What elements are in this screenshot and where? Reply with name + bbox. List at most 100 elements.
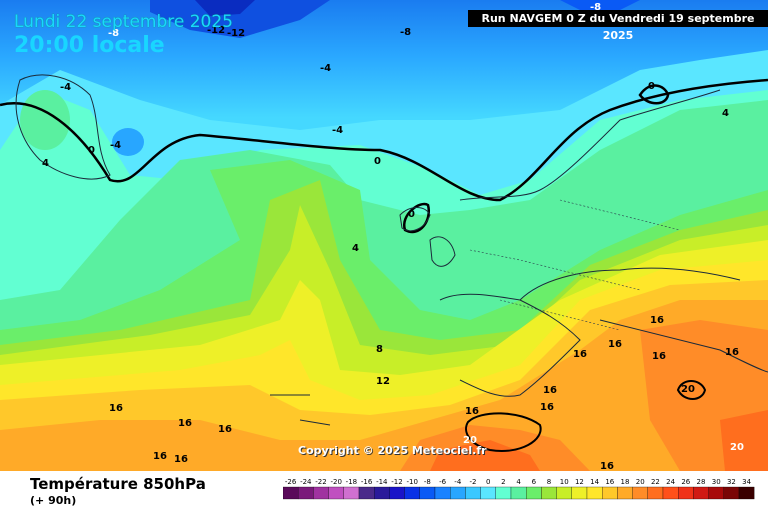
scale-swatch	[404, 486, 420, 500]
map-label: 0	[88, 145, 95, 156]
scale-tick-label: 30	[712, 478, 721, 486]
scale-swatch	[526, 486, 542, 500]
map-label: -8	[108, 28, 119, 39]
coastlines	[15, 74, 768, 426]
map-label: -4	[110, 140, 121, 151]
scale-tick-label: -8	[424, 478, 431, 486]
scale-swatch	[723, 486, 740, 500]
scale-swatch	[389, 486, 405, 500]
map-label: -12	[207, 25, 225, 36]
cold-cell-greenland	[112, 128, 144, 156]
scale-tick-label: -4	[454, 478, 462, 486]
map-label: -8	[400, 27, 411, 38]
scale-swatch	[510, 486, 527, 500]
scale-tick-label: 6	[532, 478, 537, 486]
scale-swatch	[495, 486, 512, 500]
map-label: 16	[600, 461, 614, 471]
scale-swatch	[647, 486, 664, 500]
scale-swatch	[283, 486, 299, 500]
scale-swatch	[662, 486, 679, 500]
scale-swatch	[358, 486, 375, 500]
cold-top-right	[560, 0, 640, 10]
scale-tick-label: -16	[361, 478, 373, 486]
scale-swatch	[602, 486, 618, 500]
map-label: 4	[722, 108, 729, 119]
scale-swatch	[298, 486, 314, 500]
scale-tick-label: 16	[605, 478, 614, 486]
map-label: 16	[608, 339, 622, 350]
scale-swatch	[556, 486, 572, 500]
map-label: 16	[218, 424, 232, 435]
scale-swatch	[617, 486, 633, 500]
scale-tick-label: -20	[330, 478, 341, 486]
copyright-text: Copyright © 2025 Meteociel.fr	[298, 444, 487, 457]
zone-22b	[720, 410, 768, 471]
map-label: 20	[681, 384, 695, 395]
map-label: 16	[650, 315, 664, 326]
scale-tick-label: -12	[391, 478, 402, 486]
scale-tick-label: 0	[486, 478, 490, 486]
scale-tick-label: 34	[742, 478, 751, 486]
scale-tick-label: 8	[547, 478, 551, 486]
scale-swatch	[571, 486, 588, 500]
scale-swatch	[738, 486, 755, 500]
scale-swatch	[374, 486, 390, 500]
map-labels: -12 -12 -8 -8 -8 -4 -4 -4 -4 0 0 0 0 4 4…	[42, 2, 744, 471]
map-label: -8	[590, 2, 601, 13]
scale-swatch	[434, 486, 451, 500]
legend-footer: Température 850hPa (+ 90h) -26 -24 -22 -20-…	[0, 471, 768, 512]
scale-tick-label: -24	[300, 478, 312, 486]
scale-tick-label: -22	[315, 478, 326, 486]
scale-tick-label: 4	[516, 478, 521, 486]
map-label: 4	[42, 158, 49, 169]
map-label: 20	[730, 442, 744, 453]
scale-tick-label: 14	[590, 478, 599, 486]
scale-swatch	[708, 486, 724, 500]
temperature-map: -12 -12 -8 -8 -8 -4 -4 -4 -4 0 0 0 0 4 4…	[0, 0, 768, 471]
scale-swatch	[632, 486, 648, 500]
zone-22	[430, 440, 540, 471]
map-label: 16	[540, 402, 554, 413]
lead-time: (+ 90h)	[30, 494, 77, 507]
scale-swatch	[450, 486, 466, 500]
map-label: 12	[376, 376, 390, 387]
scale-swatch	[419, 486, 436, 500]
scale-tick-label: 28	[697, 478, 706, 486]
scale-tick-label: 32	[727, 478, 736, 486]
scale-swatch	[693, 486, 709, 500]
scale-swatch	[313, 486, 329, 500]
map-label: 16	[178, 418, 192, 429]
scale-swatch	[328, 486, 344, 500]
scale-tick-label: 10	[560, 478, 569, 486]
map-label: -4	[320, 63, 331, 74]
warm-cell-greenland	[20, 90, 70, 150]
map-label: 16	[652, 351, 666, 362]
isotherm-20	[465, 412, 542, 452]
scale-tick-label: -10	[406, 478, 417, 486]
scale-tick-label: 22	[651, 478, 660, 486]
scale-tick-label: -26	[285, 478, 297, 486]
scale-tick-label: 18	[621, 478, 630, 486]
forecast-date: Lundi 22 septembre 2025	[14, 12, 233, 32]
cold-core-inner	[195, 0, 255, 16]
scale-tick-label: -14	[376, 478, 388, 486]
map-label: 8	[376, 344, 383, 355]
map-label: 16	[174, 454, 188, 465]
isotherm-20-b	[676, 380, 707, 400]
map-label: 4	[352, 243, 359, 254]
scale-tick-label: 2	[501, 478, 505, 486]
map-label: -4	[60, 82, 71, 93]
map-label: 0	[374, 156, 381, 167]
isotherm-0-ireland	[402, 202, 431, 234]
scale-tick-label: -2	[470, 478, 477, 486]
color-scale: -26 -24 -22 -20 -18 -16 -14 -12 -10 -8 -6 -4 -2 0 2 4 6 8…	[283, 478, 755, 500]
map-label: 20	[463, 435, 477, 446]
cold-core	[150, 0, 330, 38]
scale-swatch	[465, 486, 481, 500]
borders	[469, 199, 681, 331]
run-banner: Run NAVGEM 0 Z du Vendredi 19 septembre …	[468, 10, 768, 42]
map-label: -12	[227, 28, 245, 39]
map-label: 0	[648, 81, 655, 92]
map-label: -4	[332, 125, 343, 136]
